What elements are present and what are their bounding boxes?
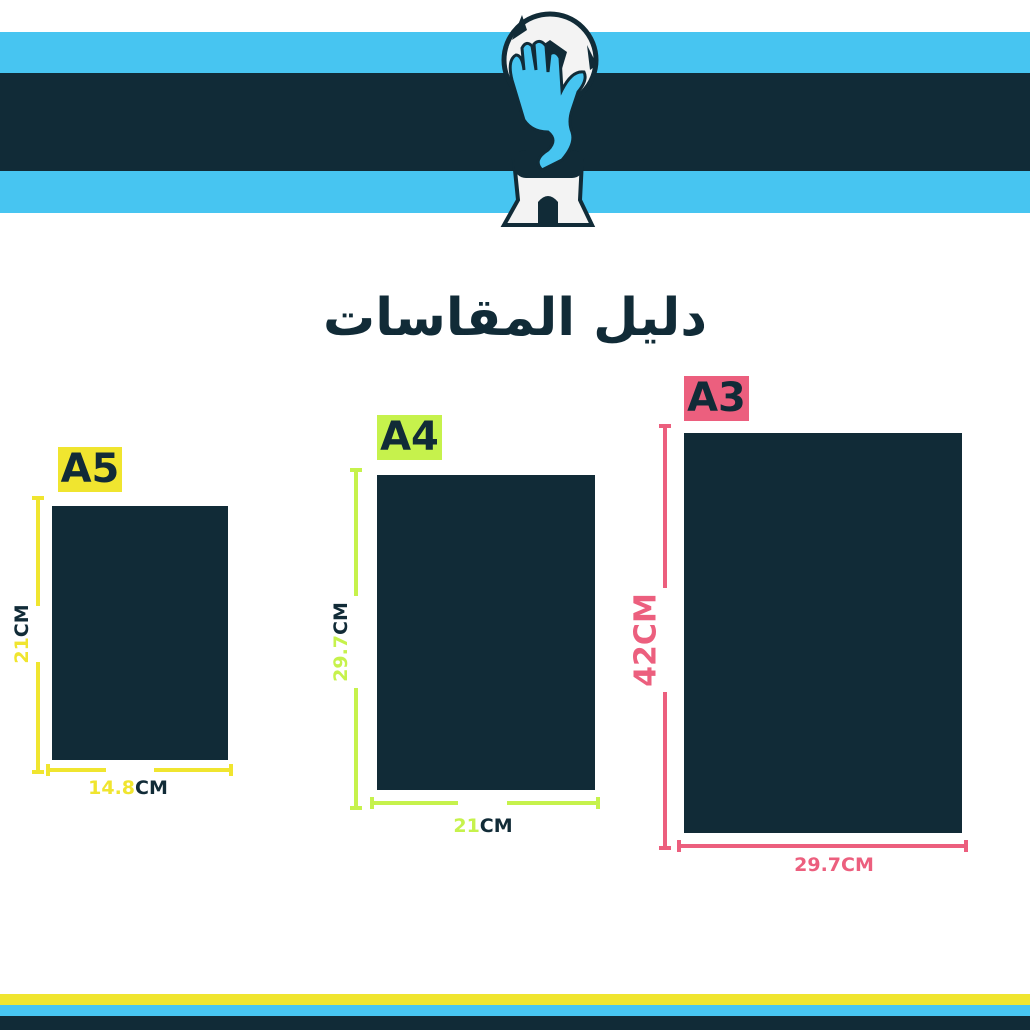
- a3-sheet: [684, 433, 962, 833]
- a5-width-label: 14.8CM: [88, 777, 168, 799]
- a4-sheet: [377, 475, 595, 790]
- a4-width-label: 21CM: [453, 815, 513, 837]
- footer-stripe-dark: [0, 1016, 1030, 1030]
- a3-label: A3: [684, 376, 749, 421]
- a4-height-label: 29.7CM: [330, 602, 352, 682]
- a5-label: A5: [58, 447, 122, 492]
- a4-label: A4: [377, 415, 442, 460]
- a3-dimension-lines: [659, 424, 968, 852]
- logo-icon: [500, 11, 599, 227]
- footer-stripe-yellow: [0, 994, 1030, 1005]
- a5-dimension-lines: [32, 496, 233, 776]
- a3-width-label: 29.7CM: [794, 854, 874, 876]
- footer-stripe-blue: [0, 1005, 1030, 1016]
- a5-sheet: [52, 506, 228, 760]
- a4-dimension-lines: [350, 468, 600, 810]
- a5-height-label: 21CM: [11, 604, 33, 664]
- page-title: دليل المقاسات: [322, 288, 708, 348]
- a3-height-label: 42CM: [628, 593, 664, 687]
